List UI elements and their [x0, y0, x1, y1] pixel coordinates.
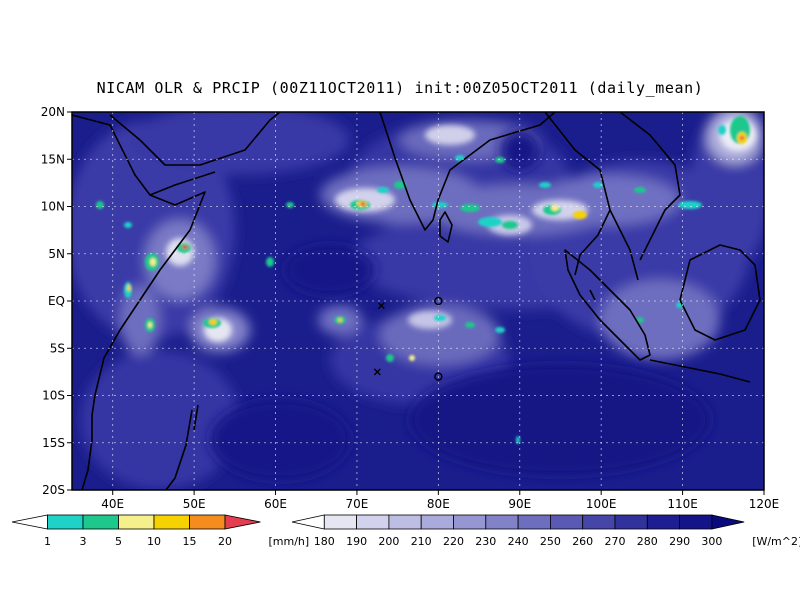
- colorbar-label: 240: [508, 535, 529, 548]
- lat-tick-label: 10N: [41, 200, 65, 214]
- colorbar-label: 250: [540, 535, 561, 548]
- lat-tick-label: 15N: [41, 152, 65, 166]
- colorbar-cell: [453, 514, 487, 530]
- colorbar-cell: [153, 514, 190, 530]
- lon-axis: 40E 50E 60E 70E 80E 90E 100E 110E 120E: [101, 490, 779, 511]
- lat-tick-label: 5S: [50, 341, 65, 355]
- coastlines: [72, 112, 761, 490]
- colorbar-label: 15: [183, 535, 197, 548]
- cross-marker: [373, 368, 381, 376]
- indochina: [609, 112, 681, 281]
- circle-marker: [434, 372, 443, 381]
- lat-tick-label: 15S: [42, 436, 65, 450]
- colorbar-cell: [614, 514, 648, 530]
- lon-tick-label: 60E: [264, 497, 287, 511]
- lat-axis: 20N 15N 10N 5N EQ 5S 10S 15S 20S: [41, 105, 72, 497]
- arabia-coast: [109, 112, 281, 166]
- colorbar-cell: [485, 514, 519, 530]
- colorbar-label: 300: [701, 535, 722, 548]
- lat-tick-label: 10S: [42, 389, 65, 403]
- colorbar-cell: [517, 514, 551, 530]
- colorbar-label: 180: [314, 535, 335, 548]
- colorbar-label: 20: [218, 535, 232, 548]
- colorbar-cell: [646, 514, 680, 530]
- lon-tick-label: 120E: [749, 497, 780, 511]
- lat-tick-label: 5N: [48, 247, 65, 261]
- colorbar-label: 200: [378, 535, 399, 548]
- colorbar-cell: [550, 514, 584, 530]
- colorbar-unit: [W/m^2]: [752, 535, 800, 548]
- circle-marker: [434, 296, 443, 306]
- colorbar-cell: [420, 514, 454, 530]
- lat-tick-label: 20S: [42, 483, 65, 497]
- colorbar-label: 190: [346, 535, 367, 548]
- lon-tick-label: 80E: [427, 497, 450, 511]
- java: [649, 359, 751, 383]
- map-markers: [373, 296, 443, 381]
- colorbar-unit: [mm/h]: [269, 535, 310, 548]
- colorbar-cell: [388, 514, 422, 530]
- colorbar-cell: [582, 514, 616, 530]
- colorbar-cell: [356, 514, 390, 530]
- africa-coast: [72, 114, 206, 490]
- precip-colorbar: 1 3 5 10 15 20 [mm/h]: [11, 514, 310, 548]
- lon-tick-label: 90E: [508, 497, 531, 511]
- colorbar-over-arrow: [224, 514, 261, 530]
- grid-lines: [72, 112, 764, 490]
- lat-tick-label: EQ: [48, 294, 65, 308]
- precip-field: [96, 116, 750, 444]
- colorbar-over-arrow: [711, 514, 745, 530]
- lon-tick-label: 100E: [586, 497, 617, 511]
- india-coast: [379, 112, 556, 231]
- colorbar-label: 220: [443, 535, 464, 548]
- colorbar-under-arrow: [291, 514, 325, 530]
- colorbar-cell: [82, 514, 119, 530]
- colorbar-cell: [189, 514, 226, 530]
- lon-tick-label: 110E: [667, 497, 698, 511]
- colorbar-cell: [323, 514, 357, 530]
- maldives-hint: [589, 289, 596, 301]
- colorbar-cell: [118, 514, 155, 530]
- olr-clear-sky: [210, 130, 710, 480]
- lon-tick-label: 40E: [101, 497, 124, 511]
- colorbar-label: 280: [637, 535, 658, 548]
- cross-marker: [377, 302, 385, 310]
- lon-tick-label: 50E: [183, 497, 206, 511]
- colorbar-label: 260: [572, 535, 593, 548]
- lat-tick-label: 20N: [41, 105, 65, 119]
- colorbar-under-arrow: [11, 514, 48, 530]
- map-field: [72, 112, 764, 490]
- borneo: [679, 244, 761, 341]
- colorbar-label: 1: [44, 535, 51, 548]
- colorbar-label: 270: [605, 535, 626, 548]
- colorbar-label: 10: [147, 535, 161, 548]
- sumatra: [564, 249, 651, 361]
- madagascar: [165, 404, 199, 490]
- gulf-aden: [149, 171, 216, 196]
- colorbar-label: 3: [80, 535, 87, 548]
- map-title: NICAM OLR & PRCIP (00Z11OCT2011) init:00…: [96, 79, 704, 97]
- colorbar-label: 5: [115, 535, 122, 548]
- srilanka: [439, 211, 453, 243]
- olr-colorbar: 180 190 200 210 220 230 240 250 260 270 280 290 300 […: [291, 514, 800, 548]
- lon-tick-label: 70E: [346, 497, 369, 511]
- colorbar-label: 230: [475, 535, 496, 548]
- colorbar-label: 210: [411, 535, 432, 548]
- colorbar-cell: [679, 514, 713, 530]
- colorbar-label: 290: [669, 535, 690, 548]
- colorbar-cell: [47, 514, 84, 530]
